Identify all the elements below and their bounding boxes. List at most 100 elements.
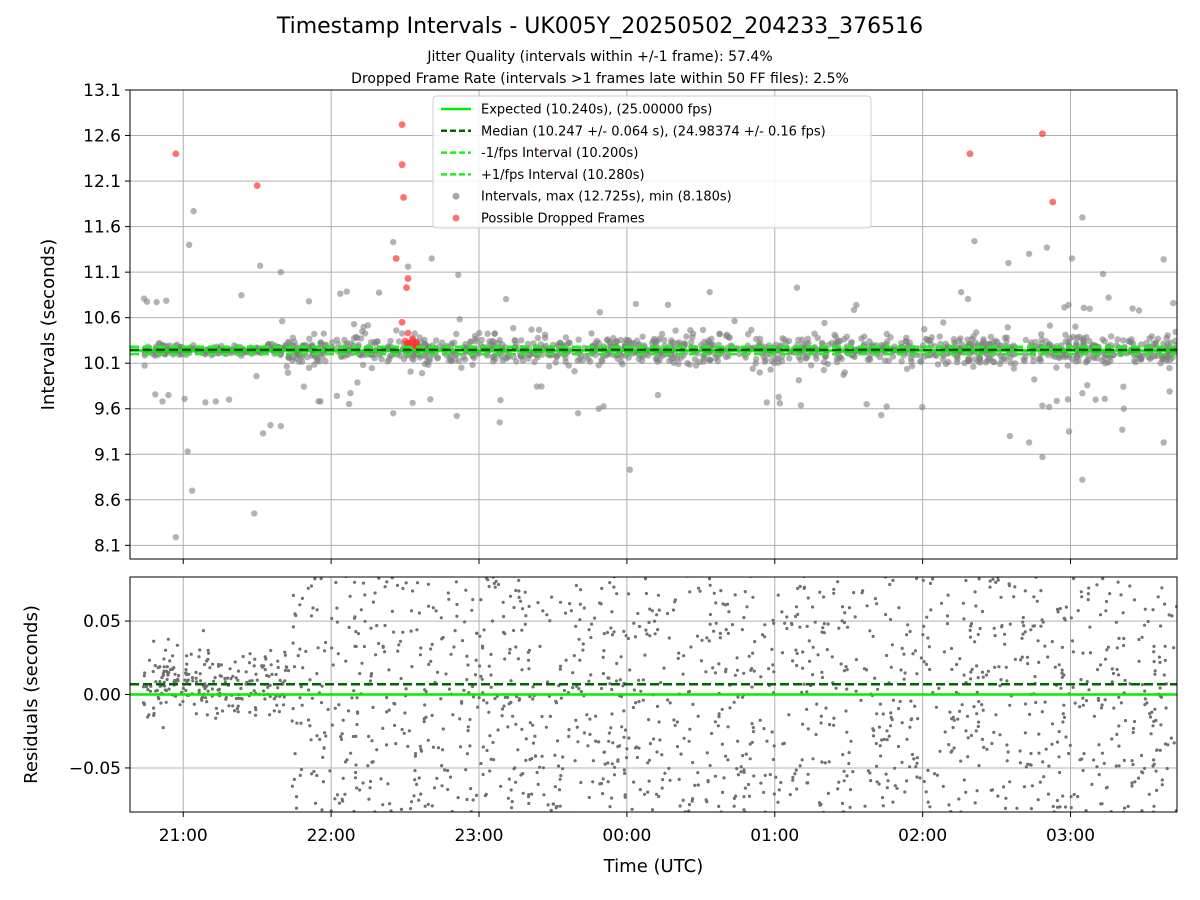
residual-point: [928, 581, 933, 586]
interval-point: [1143, 339, 1150, 347]
residual-point: [381, 726, 385, 731]
interval-point: [976, 354, 983, 362]
residual-point: [1092, 714, 1096, 718]
residual-point: [368, 679, 372, 683]
residual-point: [1043, 700, 1047, 704]
interval-point: [165, 391, 172, 399]
residual-point: [353, 580, 357, 584]
residual-point: [908, 725, 912, 729]
residual-point: [945, 622, 950, 626]
residual-point: [715, 814, 718, 817]
residual-point: [1153, 672, 1157, 676]
residual-point: [793, 772, 797, 776]
residual-point: [252, 689, 256, 693]
residual-point: [556, 764, 561, 768]
residual-point: [655, 704, 660, 709]
residual-point: [623, 795, 627, 799]
residual-point: [502, 614, 506, 619]
interval-point: [650, 337, 657, 344]
residual-point: [639, 689, 643, 693]
residual-point: [415, 782, 419, 787]
residual-point: [1101, 577, 1105, 581]
residual-point: [1137, 659, 1141, 663]
interval-point: [1080, 304, 1088, 311]
residual-point: [922, 624, 926, 628]
y-tick-label: 10.1: [83, 354, 121, 374]
residual-point: [865, 668, 869, 672]
residual-point: [802, 586, 806, 591]
residual-point: [1117, 764, 1121, 768]
residual-point: [878, 702, 883, 706]
residual-point: [905, 779, 909, 783]
residual-point: [976, 724, 980, 729]
interval-point: [1006, 432, 1014, 440]
residual-point: [732, 700, 736, 704]
residual-point: [826, 622, 830, 626]
residual-point: [713, 774, 718, 778]
residual-point: [673, 598, 678, 602]
residual-point: [204, 696, 208, 700]
residual-point: [205, 659, 209, 663]
residual-point: [1046, 792, 1051, 796]
residual-point: [479, 674, 483, 679]
interval-point: [152, 391, 159, 398]
residual-point: [631, 705, 636, 710]
residual-point: [969, 624, 973, 628]
residual-point: [819, 714, 823, 718]
residual-point: [625, 747, 629, 751]
residual-point: [517, 578, 521, 583]
residual-point: [880, 738, 884, 742]
interval-point: [942, 340, 949, 347]
residual-point: [1031, 624, 1035, 628]
residual-point: [628, 668, 632, 672]
residual-point: [992, 626, 996, 630]
residual-point: [742, 808, 746, 812]
interval-point: [820, 366, 827, 374]
dropped-frame-point: [172, 150, 180, 158]
residual-point: [1152, 644, 1156, 649]
residual-point: [637, 746, 641, 750]
residual-point: [772, 792, 777, 796]
interval-point: [954, 355, 961, 362]
residual-point: [313, 577, 317, 581]
residual-point: [1046, 655, 1050, 659]
residual-point: [928, 667, 932, 672]
residual-point: [200, 698, 204, 702]
residual-point: [306, 718, 311, 722]
residual-point: [152, 706, 156, 710]
residual-point: [509, 788, 513, 792]
interval-point: [1086, 305, 1093, 312]
residual-point: [192, 702, 196, 706]
interval-point: [361, 330, 369, 337]
residual-point: [272, 709, 276, 713]
residual-point: [798, 764, 802, 768]
residual-point: [928, 805, 932, 809]
residual-point: [369, 626, 373, 630]
residual-point: [377, 641, 381, 646]
residual-point: [162, 657, 166, 661]
residual-point: [969, 670, 973, 674]
residual-point: [991, 577, 995, 581]
residual-point: [1095, 583, 1099, 587]
residual-point: [841, 753, 845, 757]
residual-point: [952, 718, 956, 722]
residual-point: [1154, 769, 1158, 773]
residual-point: [986, 669, 991, 673]
residual-point: [998, 684, 1002, 688]
residual-point: [575, 725, 579, 729]
residual-point: [645, 632, 649, 636]
residual-point: [1039, 624, 1043, 628]
residual-point: [832, 723, 836, 727]
interval-point: [513, 358, 520, 365]
residual-point: [143, 671, 147, 675]
residual-point: [523, 590, 527, 594]
residual-point: [716, 724, 720, 728]
residual-point: [440, 784, 444, 788]
residual-point: [643, 653, 647, 657]
residual-point: [968, 628, 972, 633]
residual-point: [845, 730, 849, 734]
interval-point: [778, 358, 786, 365]
x-tick-label: 03:00: [1046, 826, 1095, 846]
residual-point: [811, 605, 815, 609]
y-axis-label: Intervals (seconds): [38, 239, 59, 411]
